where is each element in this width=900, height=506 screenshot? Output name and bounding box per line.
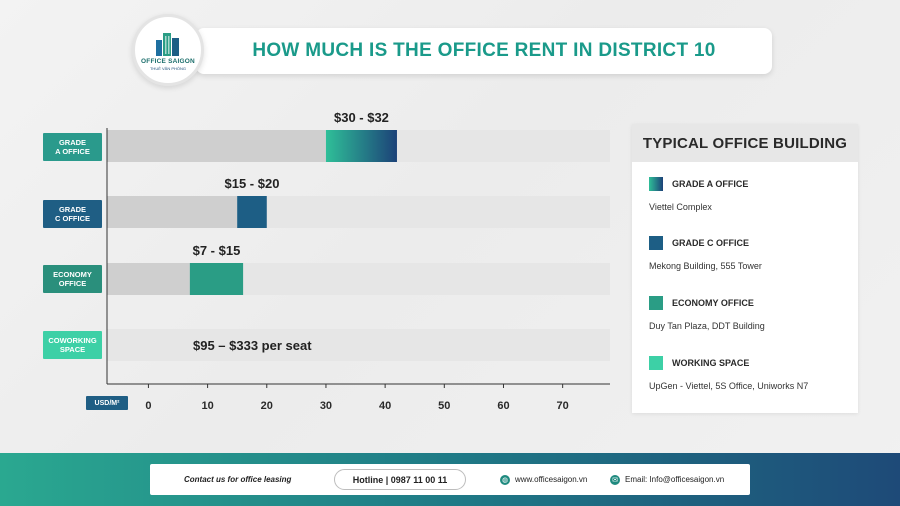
x-tick-label: 60 (497, 400, 509, 412)
legend-item-grade-c: GRADE C OFFICE Mekong Building, 555 Towe… (649, 236, 854, 271)
email-link[interactable]: ✉ Email: Info@officesaigon.vn (610, 474, 725, 485)
legend-panel: TYPICAL OFFICE BUILDING GRADE A OFFICE V… (632, 124, 858, 413)
x-tick-label: 70 (557, 400, 569, 412)
title-banner: HOW MUCH IS THE OFFICE RENT IN DISTRICT … (196, 28, 772, 74)
category-label-coworking: COWORKING SPACE (43, 331, 102, 359)
legend-desc: Viettel Complex (649, 202, 712, 212)
page-title: HOW MUCH IS THE OFFICE RENT IN DISTRICT … (252, 40, 716, 61)
x-tick-label: 20 (261, 400, 273, 412)
hotline-text: Hotline | 0987 11 00 11 (352, 474, 448, 485)
data-label: $15 - $20 (225, 176, 280, 191)
logo-subtext: THUÊ VĂN PHÒNG (149, 65, 186, 71)
legend-swatch (649, 296, 663, 310)
legend-name: GRADE A OFFICE (672, 179, 749, 189)
legend-swatch (649, 356, 663, 370)
legend-name: ECONOMY OFFICE (672, 298, 754, 308)
legend-desc: UpGen - Viettel, 5S Office, Uniworks N7 (649, 381, 809, 391)
globe-icon: ◍ (500, 474, 510, 485)
legend-item-economy: ECONOMY OFFICE Duy Tan Plaza, DDT Buildi… (649, 296, 854, 331)
data-label: $30 - $32 (334, 110, 389, 125)
website-text: www.officesaigon.vn (515, 475, 588, 484)
category-label-economy: ECONOMY OFFICE (43, 265, 102, 293)
mail-icon: ✉ (610, 474, 620, 485)
legend-name: WORKING SPACE (672, 358, 750, 368)
legend-swatch (649, 236, 663, 250)
x-tick-label: 40 (379, 400, 391, 412)
legend-title: TYPICAL OFFICE BUILDING (632, 124, 858, 162)
legend-desc: Mekong Building, 555 Tower (649, 261, 762, 271)
category-label-grade-c: GRADE C OFFICE (43, 200, 102, 228)
hotline-button[interactable]: Hotline | 0987 11 00 11 (334, 469, 466, 490)
bar-range (189, 263, 244, 295)
email-text: Email: Info@officesaigon.vn (625, 475, 725, 484)
bar-base (107, 130, 326, 162)
data-label: $7 - $15 (193, 243, 241, 258)
legend-item-grade-a: GRADE A OFFICE Viettel Complex (649, 177, 854, 212)
x-tick-label: 50 (438, 400, 450, 412)
bar-range (237, 196, 267, 228)
building-logo-icon (156, 32, 179, 56)
contact-text: Contact us for office leasing (184, 475, 292, 484)
legend-name: GRADE C OFFICE (672, 238, 750, 248)
legend-desc: Duy Tan Plaza, DDT Building (649, 321, 765, 331)
legend-item-working-space: WORKING SPACE UpGen - Viettel, 5S Office… (649, 356, 854, 391)
brand-logo[interactable]: OFFICE SAIGON THUÊ VĂN PHÒNG (132, 14, 204, 86)
legend-swatch (649, 177, 663, 191)
bar-track (107, 329, 610, 361)
website-link[interactable]: ◍ www.officesaigon.vn (500, 474, 588, 485)
x-tick-label: 10 (201, 400, 213, 412)
data-label: $95 – $333 per seat (193, 338, 312, 353)
x-tick-label: 0 (145, 400, 151, 412)
footer-contact-bar: Contact us for office leasing Hotline | … (150, 464, 750, 495)
logo-text: OFFICE SAIGON (141, 57, 195, 65)
bar-base (107, 196, 238, 228)
unit-badge: USD/M² (86, 396, 128, 410)
bar-base (107, 263, 190, 295)
bar-range (325, 130, 397, 162)
x-tick-label: 30 (320, 400, 332, 412)
category-label-grade-a: GRADE A OFFICE (43, 133, 102, 161)
